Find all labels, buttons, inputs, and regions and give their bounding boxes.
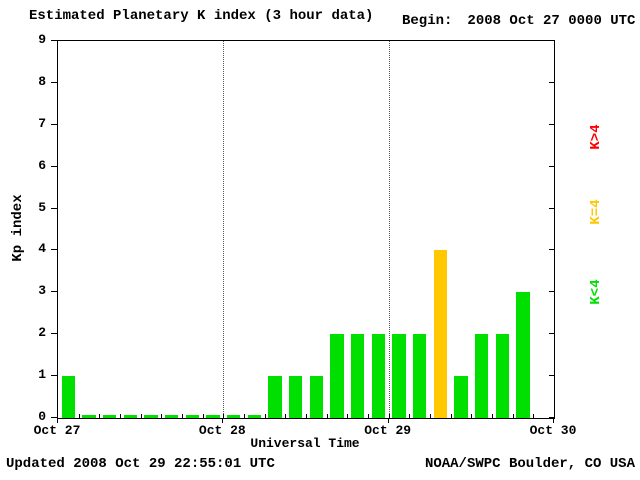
x-minor-tick — [120, 414, 121, 418]
kp-bar — [164, 415, 179, 418]
x-minor-tick — [99, 414, 101, 418]
kp-bar — [330, 334, 344, 418]
kp-bar — [350, 334, 365, 418]
kp-bar — [412, 334, 427, 418]
x-minor-tick — [347, 414, 349, 418]
begin-timestamp: Begin: 2008 Oct 27 0000 UTC — [402, 13, 635, 29]
x-tick-label: Oct 30 — [529, 423, 577, 438]
x-major-tick — [222, 418, 224, 423]
y-tick-right — [549, 123, 554, 125]
kp-bar — [309, 376, 324, 418]
day-boundary-gridline — [388, 41, 390, 418]
x-minor-tick — [140, 414, 142, 418]
kp-bar — [82, 415, 96, 418]
y-tick — [51, 249, 57, 251]
kp-bar — [516, 292, 530, 418]
x-minor-tick — [264, 414, 266, 418]
y-tick — [51, 40, 57, 41]
kp-bar — [247, 415, 262, 418]
y-tick-label: 2 — [38, 325, 46, 341]
x-minor-tick — [161, 414, 163, 418]
x-major-tick — [387, 418, 389, 423]
x-minor-tick — [244, 414, 245, 418]
y-tick-right — [549, 81, 554, 83]
x-minor-tick — [388, 414, 390, 418]
y-tick-right — [549, 375, 554, 377]
x-minor-tick — [450, 414, 452, 418]
x-tick-label: Oct 28 — [198, 423, 246, 438]
kp-bar — [474, 334, 489, 418]
y-tick-label: 1 — [38, 367, 46, 383]
plot-area — [57, 40, 555, 419]
y-tick-right — [549, 40, 554, 41]
begin-value: 2008 Oct 27 0000 UTC — [467, 13, 636, 29]
y-tick-label: 7 — [38, 115, 46, 131]
kp-bar — [288, 376, 303, 418]
x-tick-label: Oct 27 — [33, 423, 81, 438]
kp-bar — [392, 334, 406, 418]
x-minor-tick — [182, 414, 183, 418]
x-axis-title: Universal Time — [250, 436, 360, 451]
y-tick-right — [549, 333, 554, 335]
y-tick-right — [549, 207, 554, 209]
legend-k-gt-4: K>4 — [588, 124, 604, 150]
y-tick-right — [549, 165, 554, 167]
y-tick — [51, 81, 57, 83]
kp-bar — [206, 415, 220, 418]
chart-title: Estimated Planetary K index (3 hour data… — [29, 8, 374, 24]
x-minor-tick — [430, 414, 431, 418]
x-minor-tick — [368, 414, 369, 418]
kp-bar — [185, 415, 200, 418]
y-tick — [51, 123, 57, 125]
kp-bar — [144, 415, 158, 418]
y-tick-label: 5 — [38, 199, 46, 215]
x-minor-tick — [306, 414, 307, 418]
y-tick — [51, 417, 57, 418]
x-minor-tick — [223, 414, 225, 418]
y-tick-label: 9 — [38, 32, 46, 47]
x-minor-tick — [202, 414, 204, 418]
x-minor-tick — [492, 414, 493, 418]
legend-k-eq-4: K=4 — [588, 199, 604, 225]
x-minor-tick — [512, 414, 514, 418]
y-tick-right — [549, 249, 554, 251]
x-major-tick — [57, 418, 58, 423]
y-tick — [51, 375, 57, 377]
y-tick-label: 4 — [38, 241, 46, 257]
kp-bar — [371, 334, 386, 418]
x-tick-label: Oct 29 — [364, 423, 412, 438]
x-minor-tick — [533, 414, 535, 418]
x-minor-tick — [285, 414, 287, 418]
kp-bar — [433, 250, 448, 418]
y-tick-label: 3 — [38, 283, 46, 299]
legend-k-lt-4: K<4 — [588, 279, 604, 305]
y-tick-label: 8 — [38, 73, 46, 89]
updated-timestamp: Updated 2008 Oct 29 22:55:01 UTC — [6, 456, 275, 472]
x-minor-tick — [409, 414, 411, 418]
kp-bar — [268, 376, 282, 418]
y-tick-right — [549, 417, 554, 418]
kp-bar — [123, 415, 138, 418]
day-boundary-gridline — [223, 41, 225, 418]
y-tick — [51, 165, 57, 167]
y-tick — [51, 333, 57, 335]
kp-bar — [61, 376, 76, 418]
begin-label: Begin: — [402, 13, 453, 29]
kp-bar — [495, 334, 510, 418]
x-minor-tick — [471, 414, 473, 418]
source-attribution: NOAA/SWPC Boulder, CO USA — [424, 456, 635, 472]
x-major-tick — [553, 418, 554, 423]
kp-bar — [102, 415, 117, 418]
y-tick — [51, 207, 57, 209]
y-tick-label: 6 — [38, 157, 46, 173]
x-minor-tick — [78, 414, 80, 418]
kp-bar — [454, 376, 468, 418]
x-minor-tick — [326, 414, 328, 418]
y-tick — [51, 291, 57, 293]
y-tick-right — [549, 291, 554, 293]
y-tick-label: 0 — [38, 409, 46, 424]
kp-bar — [226, 415, 241, 418]
